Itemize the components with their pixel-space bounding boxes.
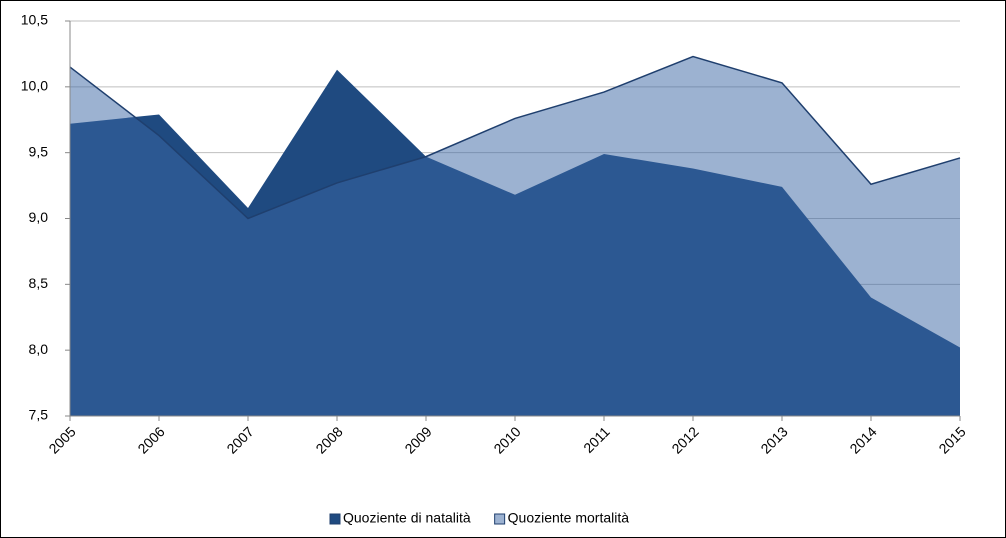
y-tick-label: 10,5 bbox=[21, 12, 48, 28]
y-tick-label: 9,5 bbox=[29, 143, 49, 159]
legend-swatch bbox=[329, 513, 341, 525]
y-tick-label: 8,0 bbox=[29, 341, 49, 357]
legend-label: Quoziente di natalità bbox=[343, 510, 471, 526]
y-tick-label: 7,5 bbox=[29, 407, 49, 423]
area-line bbox=[69, 55, 961, 220]
legend-swatch bbox=[494, 513, 506, 525]
y-tick-label: 10,0 bbox=[21, 78, 48, 94]
y-tick-label: 8,5 bbox=[29, 275, 49, 291]
y-tick-label: 9,0 bbox=[29, 209, 49, 225]
legend-label: Quoziente mortalità bbox=[508, 510, 630, 526]
plot bbox=[69, 55, 961, 417]
area bbox=[70, 56, 960, 417]
